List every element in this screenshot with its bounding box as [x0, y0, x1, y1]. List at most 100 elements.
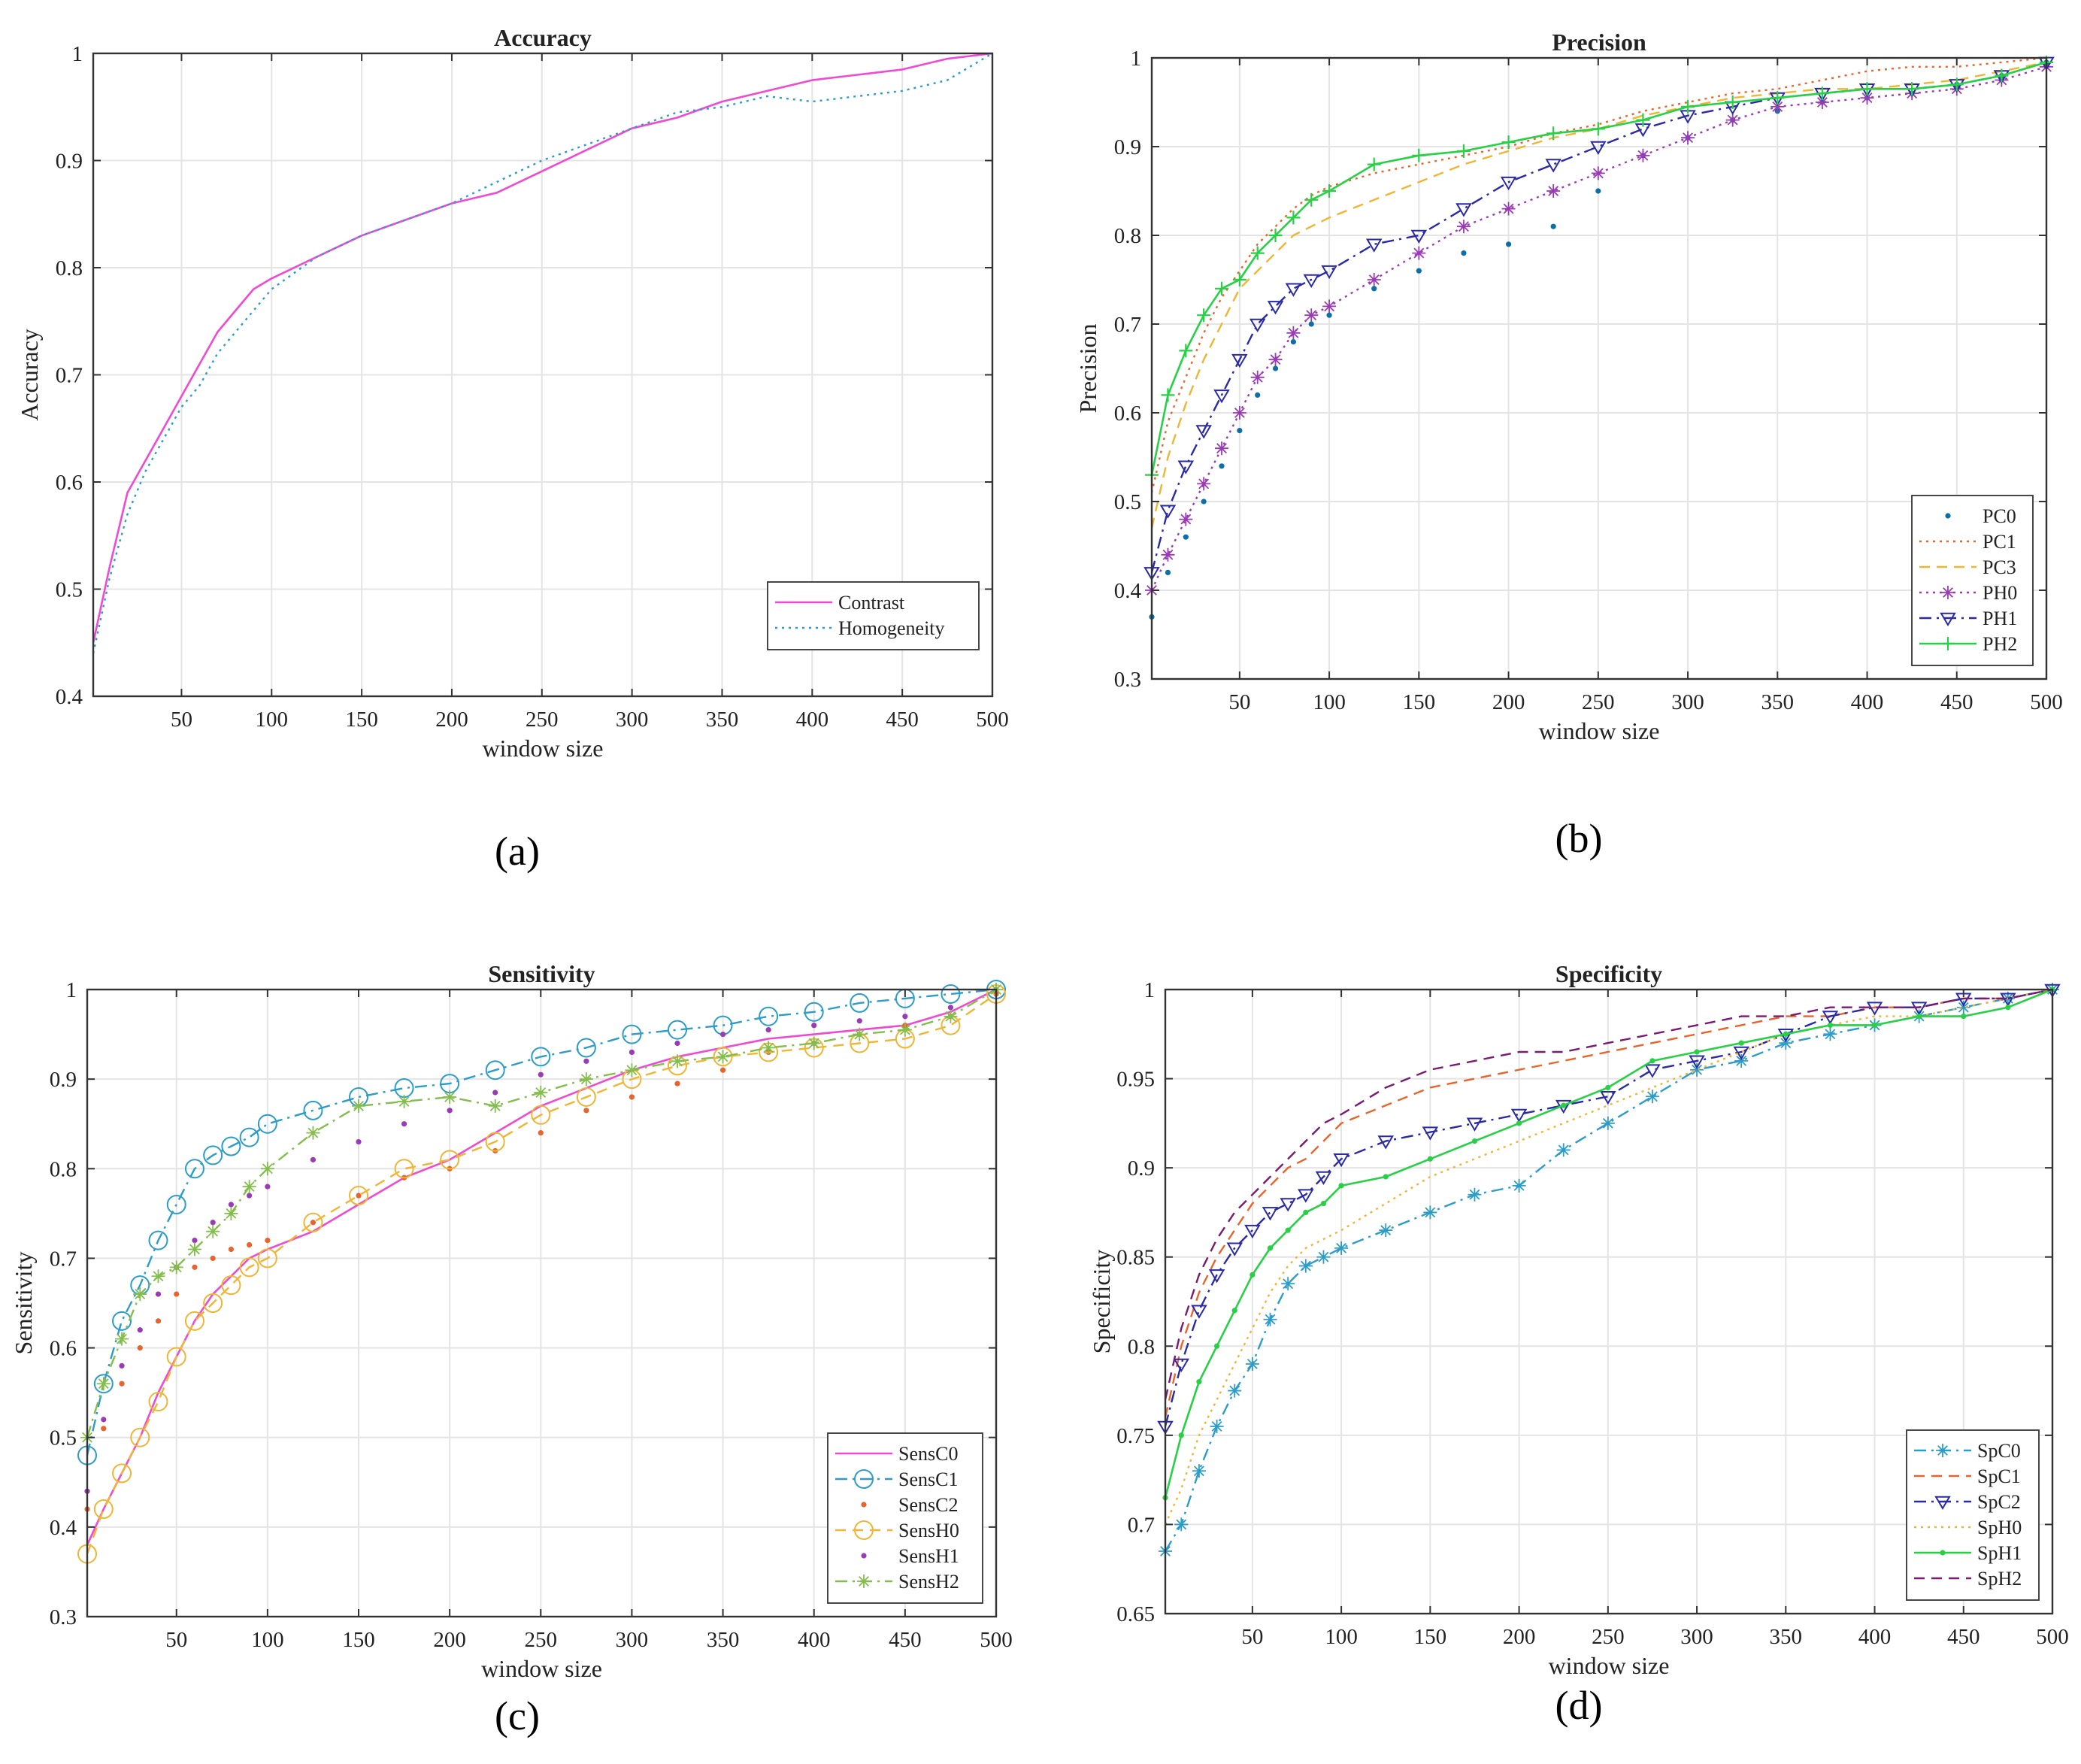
y-axis-label: Specificity [1088, 1250, 1115, 1354]
series-Contrast [92, 52, 993, 644]
data-point-PH2 [1304, 192, 1319, 207]
data-point-PH0 [1161, 547, 1175, 562]
data-point-SpH1 [1827, 1022, 1834, 1029]
legend-label: SensH2 [898, 1571, 959, 1593]
data-point-SpC0 [1316, 1250, 1331, 1264]
data-point-SpC2 [1644, 1064, 1661, 1078]
data-point-SensH1 [902, 1014, 908, 1020]
data-point-SpC2 [1510, 1108, 1528, 1123]
x-tick-label: 250 [526, 708, 559, 732]
y-tick-label: 0.4 [56, 685, 83, 709]
x-tick-label: 350 [1761, 690, 1795, 714]
legend: SpC0 SpC1 SpC2 SpH0 SpH1 SpH2 [1906, 1429, 2040, 1601]
data-point-SpH1 [1694, 1049, 1700, 1055]
data-point-SensH0 [303, 1212, 323, 1232]
data-point-PH1 [1303, 274, 1319, 288]
data-point-PC0 [1255, 392, 1261, 399]
y-tick-label: 0.5 [56, 578, 83, 602]
legend-marker [1934, 1496, 1951, 1510]
series-line-PC3 [1150, 61, 2047, 529]
panel-caption: (b) [1555, 816, 1603, 861]
data-point-PH2 [1771, 91, 1785, 105]
legend-box [767, 581, 980, 650]
data-point-PC0 [1595, 188, 1601, 194]
data-point-SensC2 [674, 1081, 680, 1087]
data-point-PC0 [1550, 223, 1556, 229]
x-tick-label: 50 [1241, 1625, 1263, 1649]
data-point-SensC2 [310, 1220, 317, 1226]
data-point-SensC2 [247, 1241, 253, 1248]
legend-box [1906, 1429, 2040, 1601]
y-tick-label: 0.8 [50, 1157, 77, 1181]
data-point-PC0 [1219, 463, 1225, 469]
x-tick-label: 450 [1940, 690, 1973, 714]
chart-panel-c: 50 100 150 200 250 300 350 400 450 500 0.3 0.4 0.5 0.… [10, 960, 1013, 1738]
data-point-SensH1 [719, 1031, 726, 1038]
legend-label: SensC2 [898, 1494, 958, 1516]
legend-marker [854, 1469, 874, 1489]
panel-caption: (c) [495, 1693, 540, 1738]
series-PC3 [1150, 61, 2047, 529]
y-tick-label: 0.9 [56, 150, 83, 174]
legend-item: SpC2 [1914, 1491, 2021, 1513]
data-point-SensH2 [944, 1009, 958, 1023]
x-tick-label: 250 [525, 1628, 558, 1652]
data-point-SensH0 [184, 1311, 204, 1331]
data-point-SensC2 [356, 1193, 362, 1199]
data-point-PH1 [1500, 176, 1517, 191]
legend-item: PH2 [1919, 633, 2017, 655]
legend-label: SpH0 [1977, 1517, 2022, 1538]
data-point-SensH1 [192, 1238, 198, 1244]
data-point-SpC2 [1866, 1002, 1883, 1016]
data-point-SensC2 [629, 1094, 635, 1100]
data-point-SensH2 [187, 1242, 201, 1256]
plot-area [1152, 58, 2046, 679]
data-point-PH0 [1546, 184, 1561, 198]
data-point-PH1 [1365, 238, 1383, 253]
data-point-SpH1 [1196, 1379, 1202, 1385]
data-point-SensH0 [257, 1248, 277, 1268]
legend-label: PC3 [1983, 556, 2016, 578]
data-point-SensH2 [169, 1260, 183, 1275]
data-point-PC0 [1183, 534, 1189, 540]
x-axis-label: window size [483, 735, 604, 762]
data-point-PH2 [1268, 229, 1283, 242]
y-tick-label: 0.9 [1128, 1156, 1155, 1181]
y-tick-label: 1 [1131, 47, 1142, 71]
data-point-SensC1 [531, 1047, 551, 1067]
data-point-SpH1 [1320, 1200, 1327, 1207]
x-tick-label: 200 [435, 708, 468, 732]
y-tick-label: 0.5 [50, 1426, 77, 1450]
data-point-SensH2 [898, 1023, 912, 1037]
legend: Contrast Homogeneity [767, 581, 980, 650]
data-point-PH0 [1197, 477, 1211, 491]
y-tick-label: 1 [1144, 978, 1156, 1002]
x-tick-label: 150 [345, 708, 378, 732]
data-point-SensC2 [583, 1108, 589, 1114]
legend-item: SensH2 [835, 1571, 959, 1593]
legend-label: SensC1 [898, 1468, 958, 1490]
x-tick-label: 300 [616, 1628, 649, 1652]
legend-marker [1941, 586, 1955, 599]
data-point-SensH1 [228, 1202, 235, 1208]
legend-label: Homogeneity [838, 617, 945, 639]
y-tick-label: 0.6 [1114, 402, 1141, 426]
data-point-PH1 [1545, 159, 1562, 173]
data-point-SensH2 [625, 1063, 639, 1077]
data-point-SensC1 [850, 993, 870, 1013]
chart-panel-b: 50 100 150 200 250 300 350 400 450 500 0.3 0.4 0.5 0.… [1074, 29, 2063, 861]
data-point-SpC2 [1262, 1207, 1279, 1221]
legend-label: PH1 [1983, 608, 2017, 629]
data-point-SensH1 [155, 1291, 162, 1297]
x-tick-label: 50 [1228, 690, 1250, 714]
data-point-SensH2 [807, 1036, 821, 1050]
y-tick-label: 0.75 [1116, 1424, 1155, 1448]
axes-frame [86, 988, 998, 1618]
legend-label: PC1 [1983, 531, 2016, 553]
y-tick-label: 0.8 [1114, 224, 1141, 248]
data-point-PH0 [1215, 441, 1229, 456]
data-point-PH2 [1949, 77, 1964, 92]
data-point-SensC2 [210, 1255, 216, 1262]
data-point-SensC1 [203, 1145, 223, 1165]
legend-item: SpH1 [1914, 1542, 2022, 1564]
